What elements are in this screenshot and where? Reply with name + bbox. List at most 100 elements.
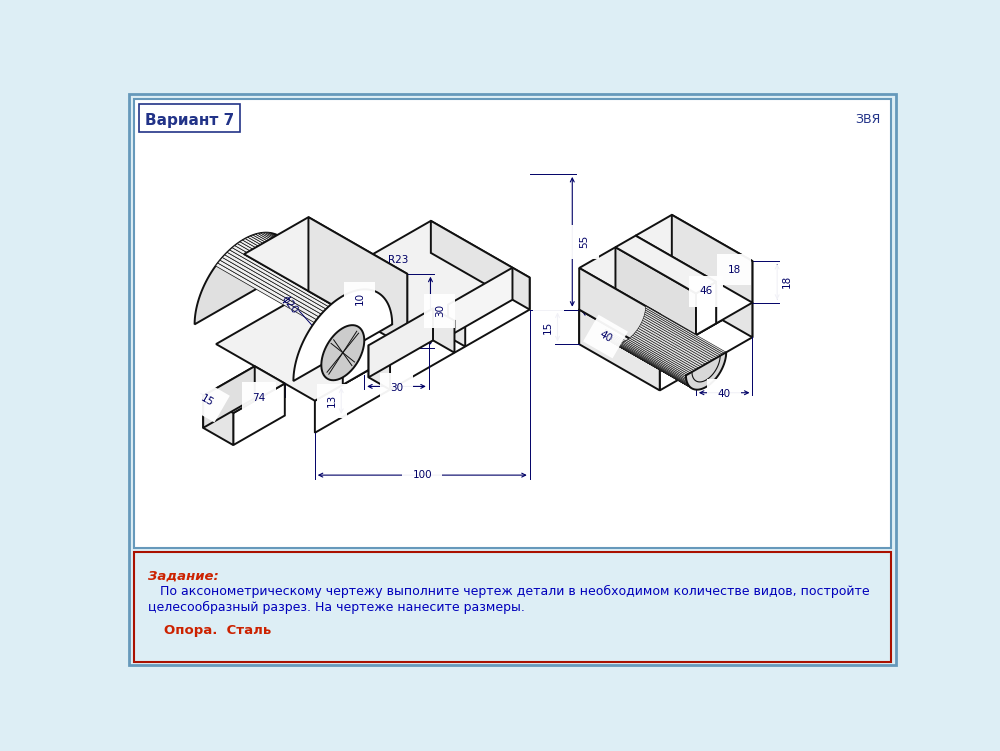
Polygon shape bbox=[243, 239, 344, 297]
Polygon shape bbox=[275, 234, 375, 291]
Polygon shape bbox=[287, 243, 387, 301]
Polygon shape bbox=[220, 258, 321, 317]
Polygon shape bbox=[266, 233, 367, 289]
Text: ЗВЯ: ЗВЯ bbox=[855, 113, 881, 126]
Text: 18: 18 bbox=[781, 275, 791, 288]
Text: 30: 30 bbox=[390, 383, 403, 393]
Polygon shape bbox=[631, 335, 713, 383]
Polygon shape bbox=[431, 221, 530, 309]
Polygon shape bbox=[609, 339, 690, 387]
Polygon shape bbox=[628, 338, 710, 385]
Polygon shape bbox=[696, 282, 716, 335]
Polygon shape bbox=[253, 234, 355, 291]
Text: 10: 10 bbox=[355, 292, 365, 305]
Polygon shape bbox=[621, 342, 704, 389]
Polygon shape bbox=[225, 252, 326, 312]
Polygon shape bbox=[448, 267, 512, 336]
Polygon shape bbox=[195, 233, 293, 324]
Polygon shape bbox=[605, 331, 686, 379]
Text: 30: 30 bbox=[435, 304, 445, 318]
Polygon shape bbox=[614, 343, 696, 390]
Polygon shape bbox=[639, 324, 721, 372]
Polygon shape bbox=[227, 250, 329, 309]
Polygon shape bbox=[606, 333, 687, 381]
Polygon shape bbox=[292, 254, 391, 313]
Polygon shape bbox=[618, 343, 700, 390]
Polygon shape bbox=[643, 316, 725, 364]
Polygon shape bbox=[660, 303, 752, 391]
Polygon shape bbox=[203, 366, 285, 413]
Polygon shape bbox=[230, 248, 331, 306]
Polygon shape bbox=[308, 217, 407, 348]
Polygon shape bbox=[645, 312, 726, 360]
Polygon shape bbox=[609, 341, 691, 388]
Polygon shape bbox=[579, 256, 672, 344]
Polygon shape bbox=[672, 215, 752, 303]
Polygon shape bbox=[245, 237, 347, 295]
Polygon shape bbox=[448, 305, 465, 346]
Polygon shape bbox=[634, 332, 716, 380]
Polygon shape bbox=[579, 268, 660, 356]
Polygon shape bbox=[645, 308, 726, 356]
Polygon shape bbox=[315, 278, 530, 433]
Polygon shape bbox=[293, 259, 392, 318]
Polygon shape bbox=[579, 256, 752, 356]
Polygon shape bbox=[232, 246, 334, 304]
Text: 74: 74 bbox=[252, 393, 266, 403]
Polygon shape bbox=[620, 342, 702, 389]
Polygon shape bbox=[608, 339, 689, 386]
Polygon shape bbox=[606, 334, 687, 382]
Polygon shape bbox=[369, 309, 433, 377]
Polygon shape bbox=[716, 261, 752, 324]
Polygon shape bbox=[369, 345, 390, 390]
Polygon shape bbox=[277, 235, 377, 292]
Polygon shape bbox=[607, 337, 688, 385]
Polygon shape bbox=[636, 215, 752, 282]
Polygon shape bbox=[237, 242, 339, 300]
Polygon shape bbox=[642, 320, 723, 369]
Polygon shape bbox=[251, 235, 352, 293]
Polygon shape bbox=[258, 233, 360, 290]
Polygon shape bbox=[605, 329, 686, 377]
Polygon shape bbox=[615, 247, 696, 335]
Polygon shape bbox=[644, 314, 725, 362]
Text: 40: 40 bbox=[718, 389, 731, 400]
Polygon shape bbox=[610, 342, 692, 388]
Polygon shape bbox=[623, 341, 705, 388]
Polygon shape bbox=[216, 263, 317, 323]
Polygon shape bbox=[280, 237, 381, 294]
Text: 13: 13 bbox=[327, 394, 337, 407]
Polygon shape bbox=[625, 340, 707, 388]
Text: 40: 40 bbox=[597, 329, 614, 344]
Polygon shape bbox=[293, 262, 392, 321]
Text: Вариант 7: Вариант 7 bbox=[145, 113, 234, 128]
Text: целесообразный разрез. На чертеже нанесите размеры.: целесообразный разрез. На чертеже нанеси… bbox=[148, 601, 525, 614]
Polygon shape bbox=[270, 233, 371, 290]
Polygon shape bbox=[643, 318, 724, 366]
Polygon shape bbox=[615, 236, 716, 294]
Polygon shape bbox=[244, 217, 407, 311]
Polygon shape bbox=[579, 309, 660, 391]
Polygon shape bbox=[645, 310, 726, 358]
Text: 100: 100 bbox=[412, 470, 432, 480]
Polygon shape bbox=[218, 260, 319, 320]
Bar bbox=[134, 552, 891, 662]
Polygon shape bbox=[630, 336, 712, 385]
Text: Задание:: Задание: bbox=[148, 570, 219, 583]
Polygon shape bbox=[268, 233, 369, 290]
Polygon shape bbox=[293, 264, 392, 324]
Polygon shape bbox=[686, 352, 726, 390]
Polygon shape bbox=[233, 384, 285, 445]
Text: 46: 46 bbox=[699, 286, 713, 296]
Polygon shape bbox=[636, 330, 717, 378]
Text: ϕ20: ϕ20 bbox=[280, 294, 300, 316]
Polygon shape bbox=[606, 336, 688, 384]
Polygon shape bbox=[291, 252, 390, 310]
Polygon shape bbox=[278, 236, 379, 294]
Polygon shape bbox=[343, 274, 407, 385]
Polygon shape bbox=[613, 343, 695, 390]
Polygon shape bbox=[288, 245, 388, 303]
Polygon shape bbox=[203, 366, 255, 428]
Polygon shape bbox=[637, 328, 719, 376]
Bar bbox=[139, 104, 240, 131]
